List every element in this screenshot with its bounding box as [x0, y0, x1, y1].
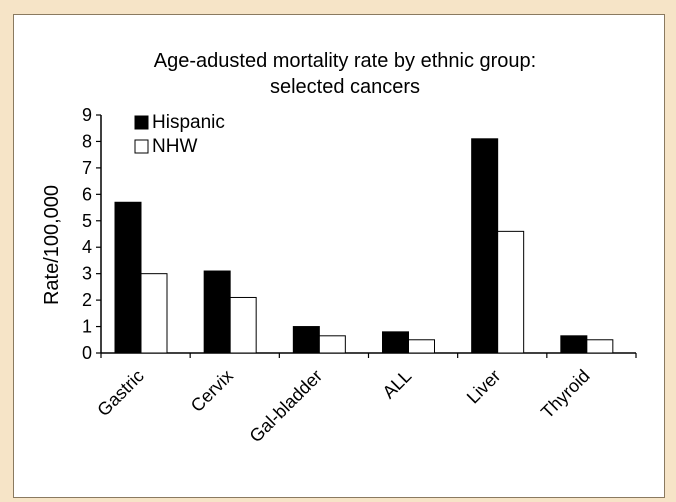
- chart-title: Age-adusted mortality rate by ethnic gro…: [154, 50, 536, 72]
- bar-hispanic-gal-bladder: [293, 327, 319, 353]
- bar-nhw-gal-bladder: [319, 336, 345, 353]
- x-tick-label: Liver: [463, 366, 505, 408]
- chart-panel: Age-adusted mortality rate by ethnic gro…: [13, 14, 665, 498]
- y-tick-label: 5: [82, 211, 92, 231]
- y-axis-label: Rate/100,000: [41, 185, 63, 305]
- bar-nhw-thyroid: [587, 340, 613, 353]
- legend-label-hispanic: Hispanic: [152, 112, 225, 133]
- legend-label-nhw: NHW: [152, 136, 197, 157]
- y-tick-label: 2: [82, 290, 92, 310]
- bar-nhw-liver: [498, 231, 524, 353]
- bar-hispanic-liver: [472, 139, 498, 353]
- y-tick-label: 6: [82, 184, 92, 204]
- bar-nhw-cervix: [230, 297, 256, 353]
- y-tick-label: 3: [82, 264, 92, 284]
- y-tick-label: 8: [82, 131, 92, 151]
- y-tick-label: 9: [82, 105, 92, 125]
- bar-hispanic-cervix: [204, 271, 230, 353]
- bar-hispanic-all: [383, 332, 409, 353]
- y-tick-label: 7: [82, 158, 92, 178]
- legend-swatch-nhw: [135, 140, 148, 153]
- bar-hispanic-gastric: [115, 202, 141, 353]
- bars: [115, 139, 613, 353]
- y-tick-label: 4: [82, 237, 92, 257]
- bar-nhw-gastric: [141, 274, 167, 353]
- x-tick-label: Gal-bladder: [246, 366, 327, 447]
- bar-nhw-all: [409, 340, 435, 353]
- x-tick-label: Gastric: [93, 366, 147, 420]
- x-tick-label: ALL: [379, 366, 416, 403]
- legend-swatch-hispanic: [135, 116, 148, 129]
- y-tick-label: 1: [82, 317, 92, 337]
- bar-hispanic-thyroid: [561, 336, 587, 353]
- y-tick-label: 0: [82, 343, 92, 363]
- x-tick-label: Thyroid: [537, 366, 594, 423]
- x-tick-label: Cervix: [187, 366, 237, 416]
- chart-subtitle: selected cancers: [270, 76, 420, 98]
- bar-chart: Age-adusted mortality rate by ethnic gro…: [14, 15, 664, 497]
- legend: Hispanic NHW: [135, 112, 225, 157]
